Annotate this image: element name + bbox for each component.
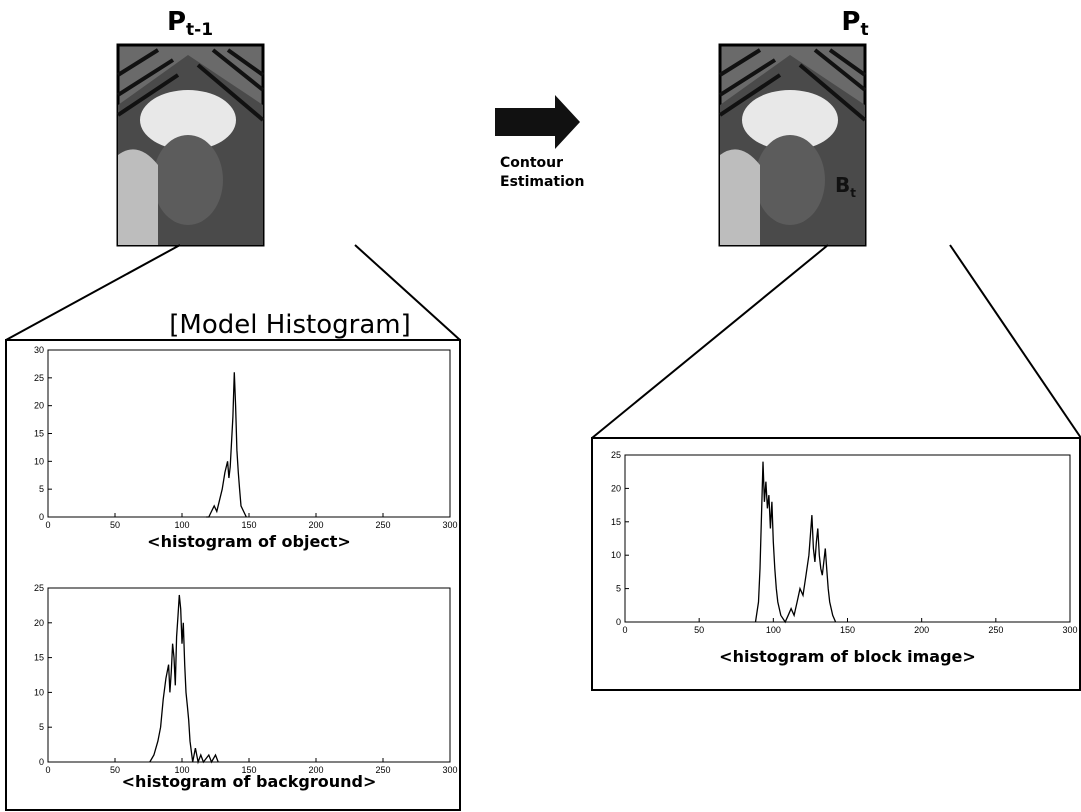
x-tick-label: 0 (45, 765, 50, 775)
zoom-line (354, 244, 461, 341)
photo (718, 43, 867, 247)
y-tick-label: 20 (34, 401, 44, 411)
zoom-line (5, 244, 181, 341)
frame-sub: t-1 (186, 20, 213, 40)
frame-title: Pt (841, 7, 868, 40)
x-tick-label: 50 (110, 765, 120, 775)
y-tick-label: 20 (611, 483, 621, 493)
y-tick-label: 0 (616, 617, 621, 627)
y-tick-label: 10 (34, 456, 44, 466)
y-tick-label: 25 (611, 450, 621, 460)
arrow-label: Estimation (500, 174, 585, 190)
y-tick-label: 0 (39, 512, 44, 522)
y-tick-label: 15 (34, 653, 44, 663)
zoom-line (949, 244, 1081, 439)
chart-caption: <histogram of background> (122, 772, 377, 791)
y-tick-label: 5 (39, 484, 44, 494)
model-title: [Model Histogram] (169, 310, 411, 340)
photo-letter: B (835, 173, 850, 197)
y-tick-label: 5 (39, 722, 44, 732)
frame-letter: P (167, 7, 186, 37)
y-tick-label: 30 (34, 345, 44, 355)
chart-caption: <histogram of block image> (719, 647, 976, 666)
y-tick-label: 25 (34, 373, 44, 383)
x-tick-label: 100 (174, 765, 189, 775)
plot-frame (47, 349, 451, 518)
frame-letter: P (841, 7, 860, 37)
arrow-label: Contour (500, 155, 563, 171)
x-tick-label: 250 (375, 765, 390, 775)
y-tick-label: 20 (34, 618, 44, 628)
chart-caption: <histogram of object> (147, 532, 351, 551)
y-tick-label: 10 (611, 550, 621, 560)
histogram-line (149, 594, 219, 765)
y-tick-label: 15 (34, 429, 44, 439)
x-tick-label: 150 (241, 520, 256, 530)
x-tick-label: 200 (308, 520, 323, 530)
frame-title: Pt-1 (167, 7, 213, 40)
x-tick-label: 300 (442, 520, 457, 530)
x-tick-label: 100 (174, 520, 189, 530)
x-tick-label: 50 (694, 625, 704, 635)
photo-label: Bt (835, 173, 856, 200)
x-tick-label: 300 (442, 765, 457, 775)
photo-sub: t (850, 186, 856, 200)
zoom-box (5, 339, 461, 811)
x-tick-label: 150 (241, 765, 256, 775)
zoom-box (591, 437, 1081, 691)
x-tick-label: 200 (308, 765, 323, 775)
plot-frame (47, 587, 451, 763)
x-tick-label: 100 (766, 625, 781, 635)
charts: 0 50 100 150 200 250 300051015202530<histogram… (34, 345, 1078, 791)
x-tick-label: 250 (988, 625, 1003, 635)
x-tick-label: 250 (375, 520, 390, 530)
zoom-line (591, 244, 829, 439)
y-tick-label: 25 (34, 583, 44, 593)
histogram-line (206, 372, 247, 518)
y-tick-label: 15 (611, 517, 621, 527)
frame-sub: t (860, 20, 868, 40)
y-tick-label: 10 (34, 687, 44, 697)
photo (116, 43, 265, 247)
x-tick-label: 0 (622, 625, 627, 635)
plot-frame (624, 454, 1071, 623)
y-tick-label: 0 (39, 757, 44, 767)
y-tick-label: 5 (616, 584, 621, 594)
x-tick-label: 0 (45, 520, 50, 530)
x-tick-label: 200 (914, 625, 929, 635)
x-tick-label: 300 (1062, 625, 1077, 635)
histogram-line (754, 461, 837, 624)
x-tick-label: 50 (110, 520, 120, 530)
arrow (495, 95, 580, 149)
x-tick-label: 150 (840, 625, 855, 635)
